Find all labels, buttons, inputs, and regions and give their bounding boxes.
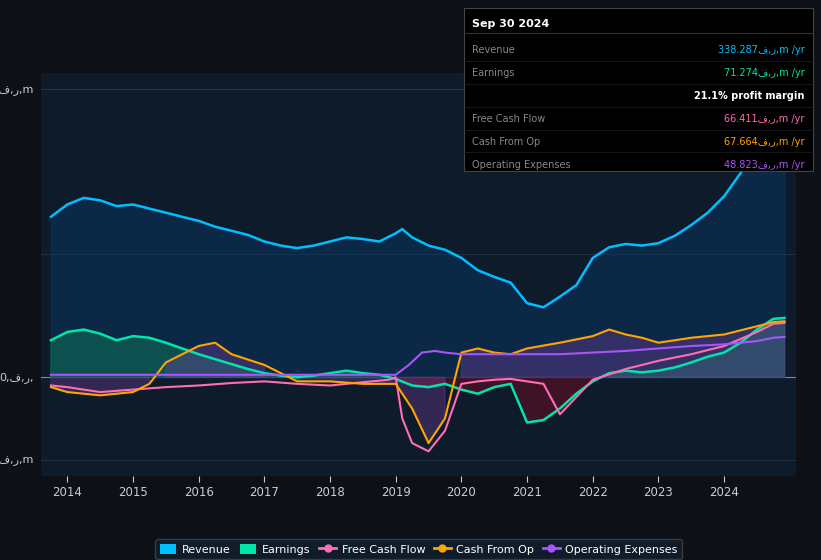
Text: Free Cash Flow: Free Cash Flow bbox=[472, 114, 545, 124]
Text: 71.274ف,ر,m /yr: 71.274ف,ر,m /yr bbox=[724, 68, 805, 78]
Text: 0,ف,ر,: 0,ف,ر, bbox=[0, 372, 34, 382]
Text: Operating Expenses: Operating Expenses bbox=[472, 160, 571, 170]
Text: 67.664ف,ر,m /yr: 67.664ف,ر,m /yr bbox=[724, 137, 805, 147]
Text: 350,ف,ر,m: 350,ف,ر,m bbox=[0, 84, 34, 95]
Text: Sep 30 2024: Sep 30 2024 bbox=[472, 18, 549, 29]
Text: Earnings: Earnings bbox=[472, 68, 515, 78]
Text: Revenue: Revenue bbox=[472, 45, 515, 55]
Text: 48.823ف,ر,m /yr: 48.823ف,ر,m /yr bbox=[724, 160, 805, 170]
Text: 338.287ف,ر,m /yr: 338.287ف,ر,m /yr bbox=[718, 45, 805, 55]
Text: 21.1% profit margin: 21.1% profit margin bbox=[695, 91, 805, 101]
Legend: Revenue, Earnings, Free Cash Flow, Cash From Op, Operating Expenses: Revenue, Earnings, Free Cash Flow, Cash … bbox=[155, 539, 682, 559]
Text: 66.411ف,ر,m /yr: 66.411ف,ر,m /yr bbox=[724, 114, 805, 124]
Text: Cash From Op: Cash From Op bbox=[472, 137, 540, 147]
Text: -100,ف,ر,m: -100,ف,ر,m bbox=[0, 454, 34, 465]
